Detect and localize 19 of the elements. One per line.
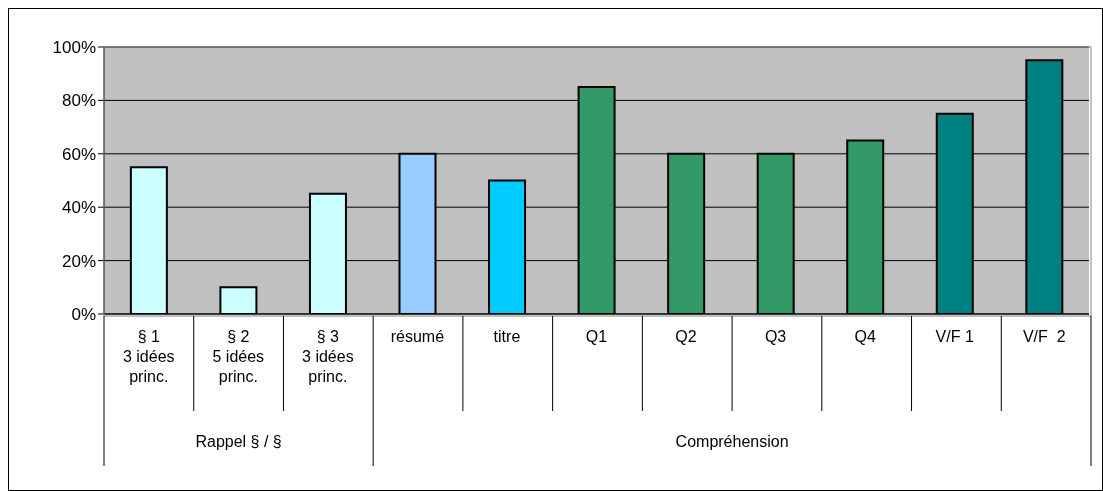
x-tick-label: titre	[493, 328, 521, 345]
x-tick-label: § 3 3 idées princ.	[302, 328, 354, 385]
x-tick-label: Q1	[585, 328, 608, 345]
x-tick-label: Q3	[764, 328, 787, 345]
y-tick-label: 0%	[71, 305, 96, 325]
y-tick-label: 100%	[52, 38, 96, 58]
x-tick-label: résumé	[390, 328, 445, 345]
y-tick-label: 80%	[61, 91, 96, 111]
x-tick-label: § 2 5 idées princ.	[212, 328, 265, 385]
y-tick-label: 20%	[61, 251, 96, 271]
x-tick-label: V/F 1	[935, 328, 974, 345]
x-tick-label: Q4	[854, 328, 876, 345]
x-tick-label: Q2	[675, 328, 697, 345]
text: Rappel § / §	[195, 433, 282, 450]
y-tick-label: 40%	[61, 198, 96, 218]
text: Compréhension	[675, 433, 789, 450]
x-tick-label: § 1 3 idées princ.	[122, 328, 175, 385]
x-tick-label: V/F 2	[1022, 328, 1066, 345]
y-tick-label: 60%	[61, 144, 96, 164]
